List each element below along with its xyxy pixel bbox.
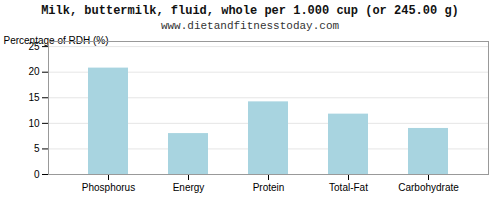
html-text:Milk, buttermilk, fluid, whole: Milk, buttermilk, fluid, whole per 1.000… <box>41 4 459 18</box>
svg-text:15: 15 <box>28 92 40 103</box>
svg-text:Carbohydrate: Carbohydrate <box>398 182 459 193</box>
svg-text:25: 25 <box>28 40 40 52</box>
html-text:www.dietandfitnesstoday.com: www.dietandfitnesstoday.com <box>160 20 340 32</box>
svg-text:0: 0 <box>34 169 40 180</box>
svg-text:Energy: Energy <box>173 182 205 193</box>
svg-text:Phosphorus: Phosphorus <box>82 182 135 193</box>
svg-text:5: 5 <box>34 143 40 154</box>
svg-text:Protein: Protein <box>253 182 285 193</box>
svg-text:Percentage of RDH (%): Percentage of RDH (%) <box>4 35 109 46</box>
svg-text:20: 20 <box>28 66 40 77</box>
svg-text:10: 10 <box>28 118 40 129</box>
svg-text:Total-Fat: Total-Fat <box>329 182 368 193</box>
